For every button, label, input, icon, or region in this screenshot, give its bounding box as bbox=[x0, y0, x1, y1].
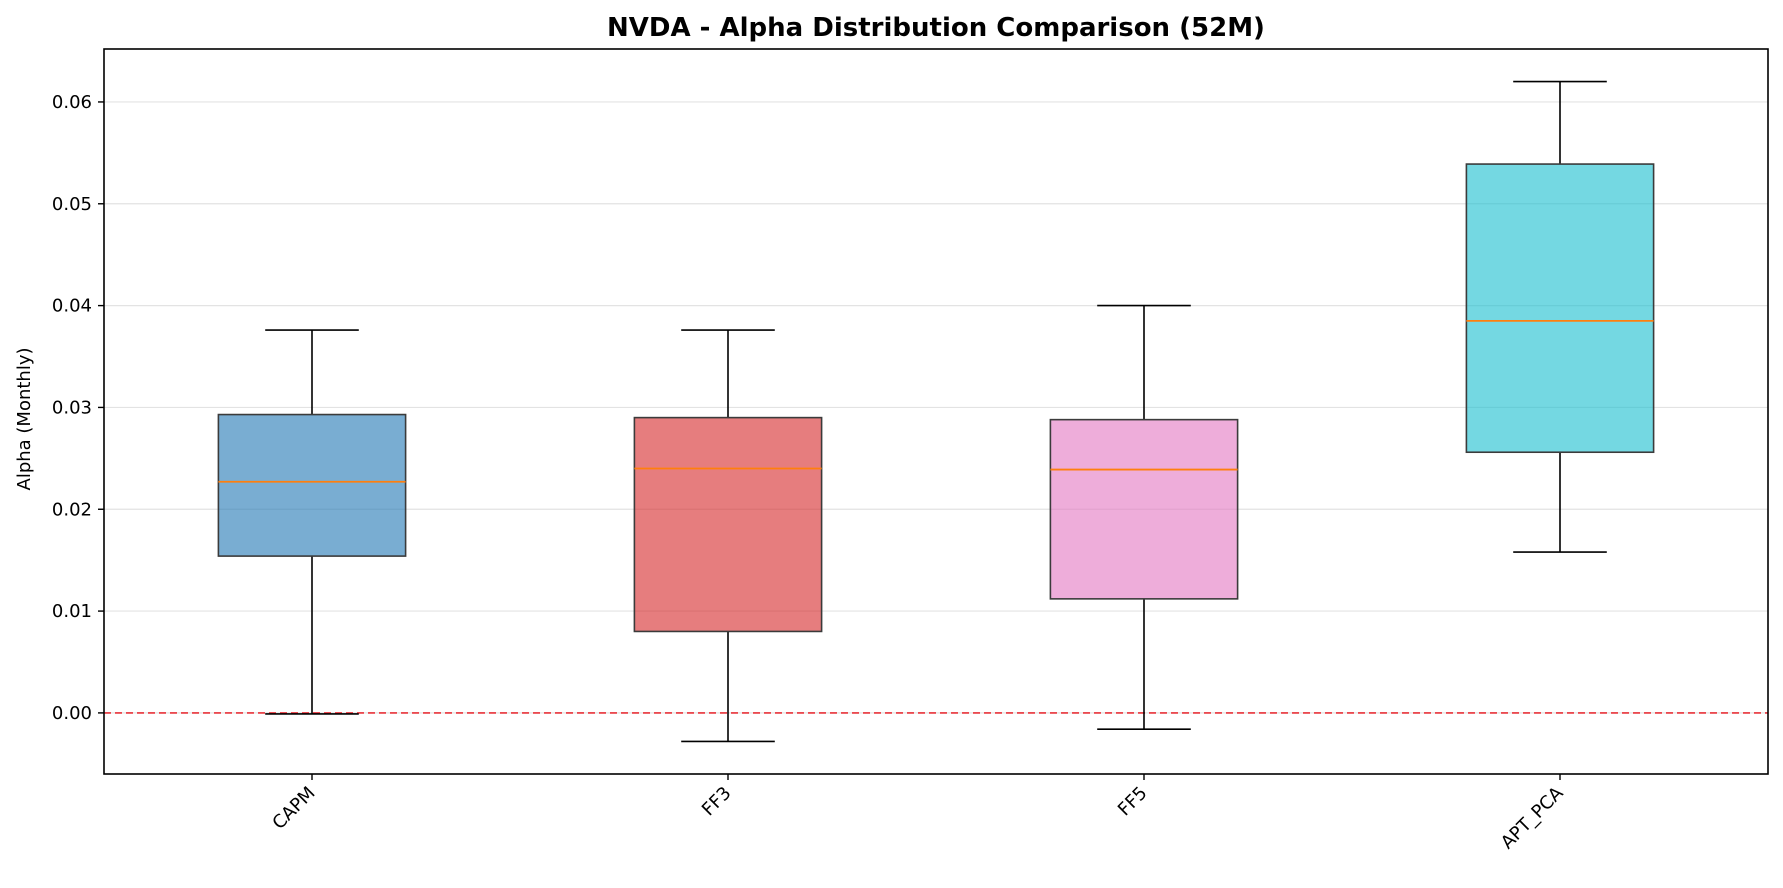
boxes-layer bbox=[217, 80, 1655, 743]
y-tick-label: 0.02 bbox=[52, 499, 92, 520]
y-tick-label: 0.00 bbox=[52, 703, 92, 724]
box-capm bbox=[217, 329, 407, 715]
box-apt-pca bbox=[1465, 80, 1655, 553]
box-ff3 bbox=[633, 329, 823, 743]
iqr-box bbox=[1465, 163, 1655, 454]
y-tick-label: 0.04 bbox=[52, 296, 92, 317]
iqr-box bbox=[633, 416, 823, 633]
y-tick-label: 0.05 bbox=[52, 194, 92, 215]
box-ff5 bbox=[1049, 304, 1239, 730]
iqr-box bbox=[217, 413, 407, 557]
chart-title: NVDA - Alpha Distribution Comparison (52… bbox=[607, 13, 1265, 43]
x-tick-label: CAPM bbox=[268, 783, 319, 834]
plot-frame bbox=[103, 48, 1769, 775]
y-tick-label: 0.03 bbox=[52, 397, 92, 418]
x-tick-label: FF5 bbox=[1114, 783, 1152, 821]
y-axis-label: Alpha (Monthly) bbox=[14, 347, 35, 490]
x-tick-label: APT_PCA bbox=[1497, 782, 1568, 853]
y-tick-label: 0.06 bbox=[52, 92, 92, 113]
iqr-box bbox=[1049, 418, 1239, 600]
y-tick-label: 0.01 bbox=[52, 601, 92, 622]
x-tick-label: FF3 bbox=[698, 783, 736, 821]
